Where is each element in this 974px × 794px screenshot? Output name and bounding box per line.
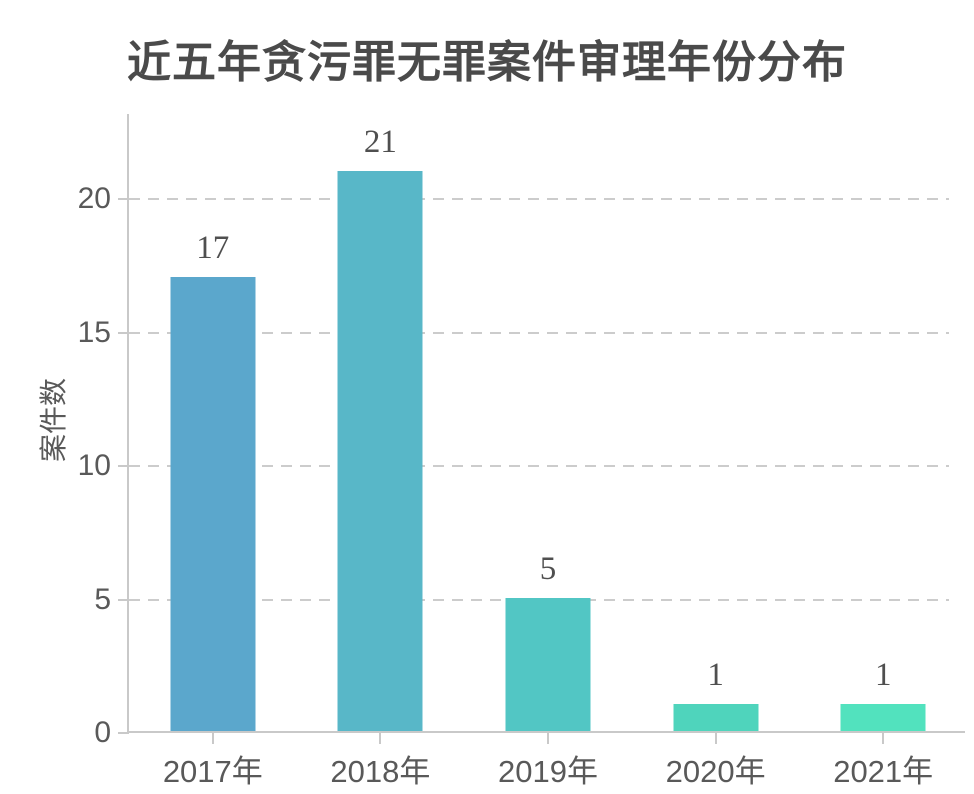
x-tick-mark-2018年 <box>379 733 382 744</box>
y-tick-label-0: 0 <box>94 716 111 749</box>
bar-2020年 <box>673 704 759 731</box>
x-tick-label-2020年: 2020年 <box>665 754 766 789</box>
bar-slot-2018年: 21 2018年 <box>297 114 465 789</box>
bar-2018年 <box>337 170 423 731</box>
gridline-y-20 <box>129 198 949 201</box>
bar-2017年 <box>170 277 256 731</box>
y-tick-mark-0 <box>118 732 129 734</box>
bar-slot-2017年: 17 2017年 <box>129 114 297 789</box>
x-tick-mark-2021年 <box>882 733 885 744</box>
y-tick-label-20: 20 <box>77 182 111 216</box>
bar-value-label-2021年: 1 <box>874 657 892 694</box>
gridline-y-15 <box>129 331 949 334</box>
y-tick-mark-20 <box>118 198 129 201</box>
bar-value-label-2019年: 5 <box>539 550 557 587</box>
x-tick-mark-2019年 <box>546 733 549 744</box>
bar-value-label-2017年: 17 <box>196 230 230 267</box>
bar-value-label-2020年: 1 <box>707 657 724 694</box>
gridline-y-10 <box>129 465 949 468</box>
x-tick-mark-2017年 <box>211 733 214 744</box>
y-tick-mark-15 <box>118 331 129 334</box>
x-tick-label-2021年: 2021年 <box>833 754 934 789</box>
y-tick-label-15: 15 <box>77 315 111 349</box>
bar-slot-2021年: 1 2021年 <box>799 114 967 789</box>
x-tick-label-2018年: 2018年 <box>330 754 431 789</box>
bar-2021年 <box>840 704 926 731</box>
bar-slot-2019年: 5 2019年 <box>464 114 632 789</box>
x-tick-label-2019年: 2019年 <box>498 754 598 789</box>
y-tick-label-10: 10 <box>77 449 111 483</box>
bar-slot-2020年: 1 2020年 <box>632 114 800 789</box>
bar-2019年 <box>505 597 591 731</box>
chart-title: 近五年贪污罪无罪案件审理年份分布 <box>127 38 847 87</box>
bar-value-label-2018年: 21 <box>363 123 397 160</box>
plot-area: 0 5 10 15 20 17 2017年 21 2018年 5 2019年 1 2020年 1 2021年 <box>78 114 967 789</box>
y-tick-label-5: 5 <box>94 582 111 616</box>
y-tick-mark-5 <box>118 598 129 601</box>
x-tick-mark-2020年 <box>714 733 717 744</box>
y-tick-mark-10 <box>118 465 129 468</box>
x-tick-label-2017年: 2017年 <box>162 754 263 789</box>
